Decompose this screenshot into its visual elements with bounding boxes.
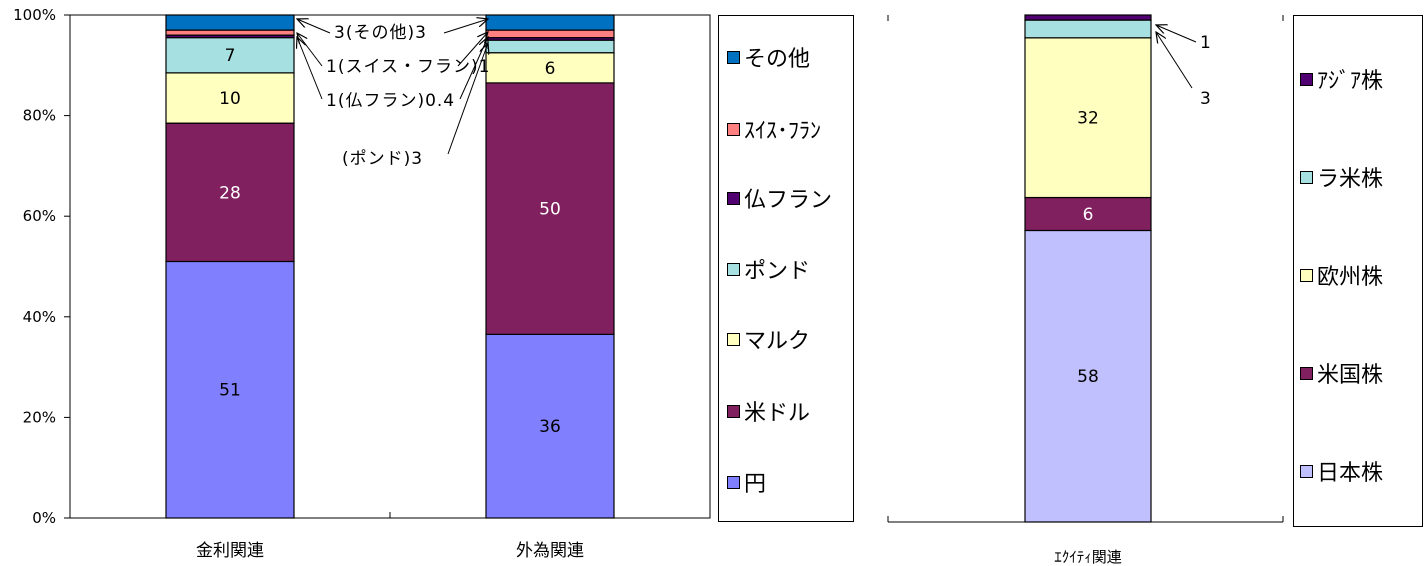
bar-segment bbox=[485, 14, 615, 31]
legend-equity: ｱｼﾞｱ株ラ米株欧州株米国株日本株 bbox=[1293, 15, 1423, 527]
annotation-label: (ポンド)3 bbox=[342, 149, 423, 169]
legend-swatch bbox=[1300, 268, 1313, 282]
annotation-label: 1 bbox=[1200, 33, 1211, 53]
data-label: 36 bbox=[539, 417, 561, 437]
legend-swatch bbox=[1300, 72, 1313, 86]
bar-segment bbox=[1024, 14, 1152, 21]
legend-item: 日本株 bbox=[1300, 455, 1383, 487]
legend-swatch bbox=[727, 475, 740, 489]
bar-segment bbox=[485, 29, 615, 39]
legend-label: 日本株 bbox=[1317, 461, 1384, 486]
legend-label: ラ米株 bbox=[1317, 167, 1384, 192]
legend-item: 米国株 bbox=[1300, 357, 1383, 389]
bar-segment bbox=[165, 14, 295, 31]
annotation-arrow bbox=[1156, 32, 1193, 89]
legend-swatch bbox=[727, 122, 740, 136]
y-tick-label: 0% bbox=[32, 509, 56, 527]
legend-item: マルク bbox=[727, 323, 810, 355]
legend-label: 米国株 bbox=[1317, 363, 1384, 388]
legend-label: 仏フラン bbox=[744, 188, 833, 213]
legend-label: マルク bbox=[744, 329, 811, 354]
legend-swatch bbox=[727, 262, 740, 276]
y-tick-label: 80% bbox=[23, 107, 56, 125]
bar-segment bbox=[485, 52, 615, 84]
annotation-arrow bbox=[1156, 25, 1197, 43]
legend-label: ｽｲｽ･ﾌﾗﾝ bbox=[744, 119, 822, 144]
x-category-label: 金利関連 bbox=[196, 541, 264, 561]
y-tick-label: 20% bbox=[23, 408, 56, 426]
bar-segment bbox=[1024, 19, 1152, 39]
x-category-label: ｴｸｲﾃｨ関連 bbox=[1054, 548, 1122, 566]
bar-segment bbox=[165, 29, 295, 36]
annotation-label: 1(仏フラン)0.4 bbox=[326, 91, 455, 111]
data-label: 10 bbox=[219, 89, 241, 109]
chart-currency-breakdown: 0% 20% 40% 60% 80% 100% 51 28 10 7 金利関連 36 50 6 外為関連 3(… bbox=[13, 6, 711, 561]
bar-segment bbox=[165, 37, 295, 74]
x-category-label: 外為関連 bbox=[516, 541, 584, 561]
annotation-arrow bbox=[443, 19, 488, 34]
legend-swatch bbox=[1300, 464, 1313, 478]
legend-label: 円 bbox=[744, 472, 767, 497]
annotation-label: 1(スイス・フラン)1 bbox=[326, 57, 490, 77]
legend-item: その他 bbox=[727, 41, 810, 73]
annotation-label: 3(その他)3 bbox=[334, 23, 427, 43]
bar-segment bbox=[1024, 196, 1152, 232]
data-label: 7 bbox=[225, 46, 236, 66]
legend-item: ｽｲｽ･ﾌﾗﾝ bbox=[727, 113, 821, 145]
bar-segment bbox=[165, 260, 295, 519]
data-label: 32 bbox=[1077, 109, 1099, 129]
legend-swatch bbox=[727, 191, 740, 205]
legend-item: 欧州株 bbox=[1300, 259, 1383, 291]
bar-segment bbox=[1024, 229, 1152, 523]
legend-label: ポンド bbox=[744, 259, 811, 284]
bar-segment bbox=[485, 39, 615, 54]
legend-label: ｱｼﾞｱ株 bbox=[1317, 69, 1384, 94]
legend-item: ポンド bbox=[727, 253, 810, 285]
bar-segment bbox=[485, 82, 615, 336]
y-tick-label: 100% bbox=[13, 6, 56, 24]
legend-label: 欧州株 bbox=[1317, 265, 1384, 290]
annotation-arrow bbox=[297, 37, 323, 100]
annotation-arrow bbox=[447, 43, 488, 155]
data-label: 51 bbox=[219, 381, 241, 401]
legend-swatch bbox=[727, 50, 740, 64]
legend-swatch bbox=[727, 404, 740, 418]
bar-segment bbox=[165, 122, 295, 263]
legend-swatch bbox=[1300, 366, 1313, 380]
y-tick-label: 60% bbox=[23, 207, 56, 225]
data-label: 50 bbox=[539, 200, 561, 220]
legend-label: 米ドル bbox=[744, 401, 811, 426]
chart-equity-breakdown: 58 6 32 ｴｸｲﾃｨ関連 1 3 bbox=[887, 14, 1284, 566]
annotation-label: 3 bbox=[1200, 89, 1211, 109]
legend-item: 米ドル bbox=[727, 395, 810, 427]
y-tick-label: 40% bbox=[23, 308, 56, 326]
legend-item: ｱｼﾞｱ株 bbox=[1300, 63, 1383, 95]
data-label: 6 bbox=[1083, 205, 1094, 225]
legend-currency: その他 ｽｲｽ･ﾌﾗﾝ 仏フランポンドマルク米ドル円 bbox=[718, 15, 854, 522]
bar-segment bbox=[485, 333, 615, 519]
data-label: 6 bbox=[545, 59, 556, 79]
annotation-arrow bbox=[297, 19, 331, 34]
data-label: 58 bbox=[1077, 367, 1099, 387]
legend-label: その他 bbox=[744, 47, 811, 72]
bar-segment bbox=[165, 72, 295, 124]
legend-item: 円 bbox=[727, 466, 766, 498]
bar-segment bbox=[1024, 37, 1152, 199]
legend-item: ラ米株 bbox=[1300, 161, 1383, 193]
legend-item: 仏フラン bbox=[727, 182, 832, 214]
legend-swatch bbox=[727, 332, 740, 346]
legend-swatch bbox=[1300, 170, 1313, 184]
data-label: 28 bbox=[219, 183, 241, 203]
